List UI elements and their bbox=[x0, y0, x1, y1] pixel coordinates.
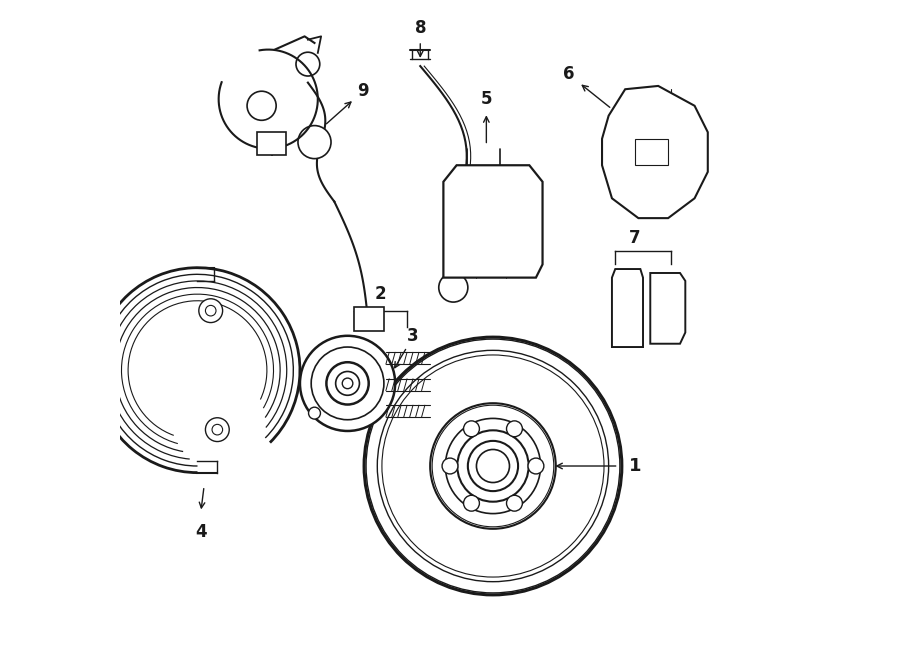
Circle shape bbox=[205, 305, 216, 316]
Circle shape bbox=[205, 418, 230, 442]
Circle shape bbox=[457, 430, 528, 502]
Circle shape bbox=[439, 273, 468, 302]
Circle shape bbox=[442, 458, 458, 474]
Text: 4: 4 bbox=[195, 523, 207, 541]
Circle shape bbox=[342, 378, 353, 389]
Polygon shape bbox=[602, 86, 707, 218]
Circle shape bbox=[300, 336, 395, 431]
Polygon shape bbox=[257, 132, 286, 155]
Circle shape bbox=[336, 371, 359, 395]
Polygon shape bbox=[612, 269, 643, 347]
Circle shape bbox=[199, 299, 222, 323]
Polygon shape bbox=[651, 273, 685, 344]
Circle shape bbox=[528, 458, 544, 474]
Circle shape bbox=[509, 254, 529, 274]
Circle shape bbox=[309, 407, 320, 419]
Polygon shape bbox=[355, 307, 384, 330]
Circle shape bbox=[212, 424, 222, 435]
Polygon shape bbox=[635, 139, 668, 165]
Circle shape bbox=[671, 175, 698, 202]
Circle shape bbox=[461, 173, 485, 197]
Circle shape bbox=[464, 495, 480, 511]
Circle shape bbox=[298, 126, 331, 159]
Text: 8: 8 bbox=[415, 19, 426, 37]
Circle shape bbox=[464, 421, 480, 437]
Text: 3: 3 bbox=[407, 327, 418, 345]
Text: 7: 7 bbox=[629, 229, 641, 247]
Circle shape bbox=[430, 403, 556, 529]
Text: 9: 9 bbox=[357, 81, 369, 100]
Text: 5: 5 bbox=[481, 90, 492, 108]
Polygon shape bbox=[444, 165, 543, 278]
Circle shape bbox=[476, 449, 509, 483]
Text: 2: 2 bbox=[374, 285, 386, 303]
Text: 6: 6 bbox=[563, 65, 575, 83]
Circle shape bbox=[617, 98, 646, 127]
Circle shape bbox=[296, 52, 320, 76]
Circle shape bbox=[327, 362, 369, 405]
Circle shape bbox=[311, 347, 384, 420]
Circle shape bbox=[468, 441, 518, 491]
Circle shape bbox=[364, 337, 622, 595]
Circle shape bbox=[507, 421, 522, 437]
Text: 1: 1 bbox=[629, 457, 642, 475]
Circle shape bbox=[446, 418, 541, 514]
Circle shape bbox=[507, 495, 522, 511]
Circle shape bbox=[248, 91, 276, 120]
